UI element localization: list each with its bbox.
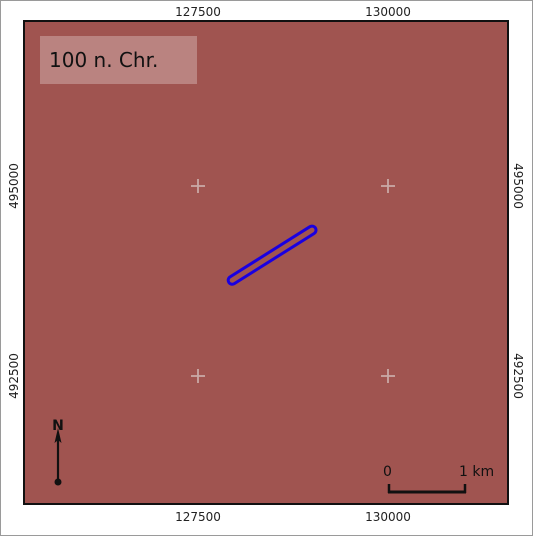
scale-bar xyxy=(387,484,467,494)
x-tick-bottom-2: 130000 xyxy=(365,510,411,524)
feature-inner xyxy=(229,227,315,283)
scale-start-label: 0 xyxy=(383,464,392,480)
grid-markers xyxy=(191,179,395,383)
north-arrow-icon xyxy=(54,428,62,486)
x-tick-top-2: 130000 xyxy=(365,5,411,19)
scale-end-label: 1 km xyxy=(459,464,495,480)
x-tick-top-1: 127500 xyxy=(175,5,221,19)
linear-feature[interactable] xyxy=(226,224,318,286)
north-label: N xyxy=(52,418,64,434)
period-label: 100 n. Chr. xyxy=(40,36,197,84)
x-tick-bottom-1: 127500 xyxy=(175,510,221,524)
